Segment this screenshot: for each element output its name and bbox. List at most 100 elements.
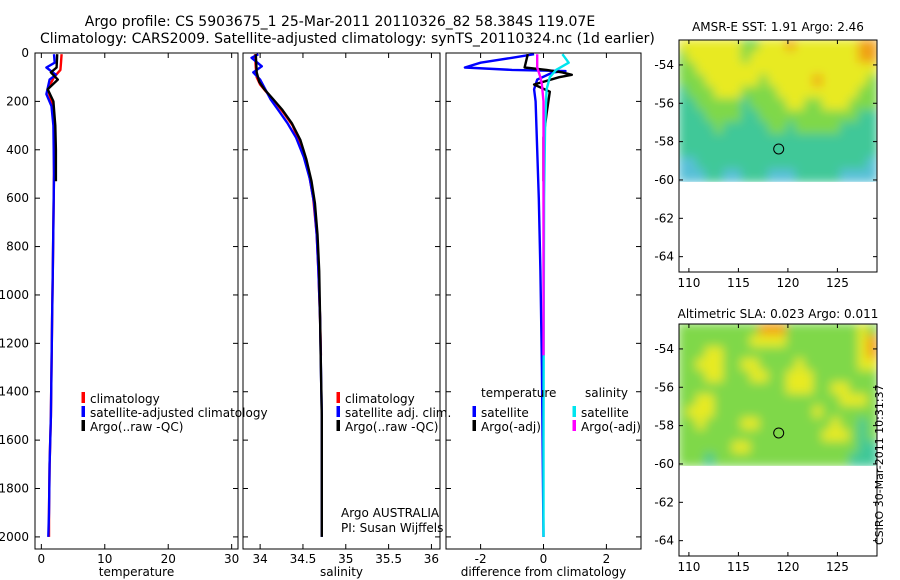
map-cell <box>732 453 743 466</box>
x-tick-label: 10 <box>97 552 112 566</box>
legend-swatch <box>81 420 85 431</box>
map-cell <box>741 417 752 432</box>
legend-label: Argo(..raw -QC) <box>345 420 438 434</box>
y-tick-label: 1600 <box>0 433 29 447</box>
map-cell <box>858 453 869 466</box>
map-cell <box>840 358 851 373</box>
map-cell <box>705 145 716 160</box>
map-cell <box>714 109 725 124</box>
map-cell <box>705 346 716 361</box>
map-y-tick-label: -64 <box>654 534 674 548</box>
map-cell <box>867 74 877 89</box>
map-cell <box>714 145 725 160</box>
map-y-tick-label: -54 <box>654 342 674 356</box>
legend-label: climatology <box>90 392 160 406</box>
map-cell <box>714 405 725 420</box>
map-cell <box>679 133 689 148</box>
y-tick-label: 200 <box>6 94 29 108</box>
map-cell <box>867 133 877 148</box>
map-cell <box>732 98 743 112</box>
map-cell <box>741 429 752 444</box>
map-cell <box>804 393 815 408</box>
map-cell <box>804 417 815 432</box>
map-cell <box>858 157 869 172</box>
map-cell <box>795 429 806 444</box>
map-cell <box>858 393 869 408</box>
map-cell <box>831 429 842 444</box>
map-cell <box>831 169 842 182</box>
map-cell <box>768 50 779 65</box>
x-tick-label: 35 <box>338 552 353 566</box>
map-cell <box>804 441 815 456</box>
map-cell <box>840 98 851 112</box>
map-cell <box>687 50 698 65</box>
map-cell <box>705 453 716 466</box>
argo-position-marker <box>773 427 785 439</box>
map-cell <box>687 157 698 172</box>
map-cell <box>849 74 860 89</box>
map-y-tick-label: -62 <box>654 211 674 225</box>
map-cell <box>822 145 833 160</box>
map-x-tick-label: 110 <box>677 560 700 574</box>
map-cell <box>714 393 725 408</box>
map-cell <box>679 324 689 337</box>
legend-swatch <box>472 420 476 431</box>
map-cell <box>831 453 842 466</box>
map-cell <box>786 169 797 182</box>
map-cell <box>714 169 725 182</box>
map-cell <box>750 62 761 77</box>
map-cell <box>867 441 877 456</box>
map-cell <box>804 405 815 420</box>
map-cell <box>732 109 743 124</box>
map-cell <box>750 74 761 89</box>
map-cell <box>732 62 743 77</box>
map-cell <box>741 334 752 349</box>
map-cell <box>786 453 797 466</box>
sla-map: 110 115 120 125 -54 -56 -58 -60 -62 -64 <box>654 323 878 574</box>
map-cell <box>723 157 734 172</box>
map-cell <box>759 429 770 444</box>
y-tick-label: 0 <box>21 46 29 60</box>
map-cell <box>696 429 707 444</box>
map-cell <box>813 429 824 444</box>
map-y-tick-label: -60 <box>654 457 674 471</box>
attribution-line: Argo AUSTRALIA <box>341 506 440 520</box>
map-cell <box>679 145 689 160</box>
map-cell <box>804 169 815 182</box>
map-cell <box>714 429 725 444</box>
map-cell <box>867 358 877 373</box>
map-cell <box>696 405 707 420</box>
map-cell <box>858 109 869 124</box>
map-cell <box>858 50 869 65</box>
map-cell <box>867 62 877 77</box>
map-cell <box>822 334 833 349</box>
map-cell <box>732 50 743 65</box>
map-cell <box>732 382 743 396</box>
map-cell <box>831 358 842 373</box>
map-cell <box>867 429 877 444</box>
map-cell <box>849 86 860 101</box>
legend-swatch <box>336 392 340 403</box>
y-tick-label: 600 <box>6 191 29 205</box>
map-cell <box>795 109 806 124</box>
map-cell <box>723 453 734 466</box>
map-cell <box>687 441 698 456</box>
map-cell <box>714 334 725 349</box>
map-cell <box>867 145 877 160</box>
map-cell <box>804 74 815 89</box>
map-cell <box>732 334 743 349</box>
map-cell <box>732 393 743 408</box>
map-cell <box>777 62 788 77</box>
map-cell <box>696 169 707 182</box>
map-cell <box>696 50 707 65</box>
map-cell <box>849 417 860 432</box>
map-cell <box>723 334 734 349</box>
map-cell <box>867 324 877 337</box>
map-x-tick-label: 120 <box>776 276 799 290</box>
map-field <box>679 324 877 466</box>
map-cell <box>813 169 824 182</box>
map-cell <box>723 393 734 408</box>
map-cell <box>723 98 734 112</box>
map-cell <box>732 169 743 182</box>
